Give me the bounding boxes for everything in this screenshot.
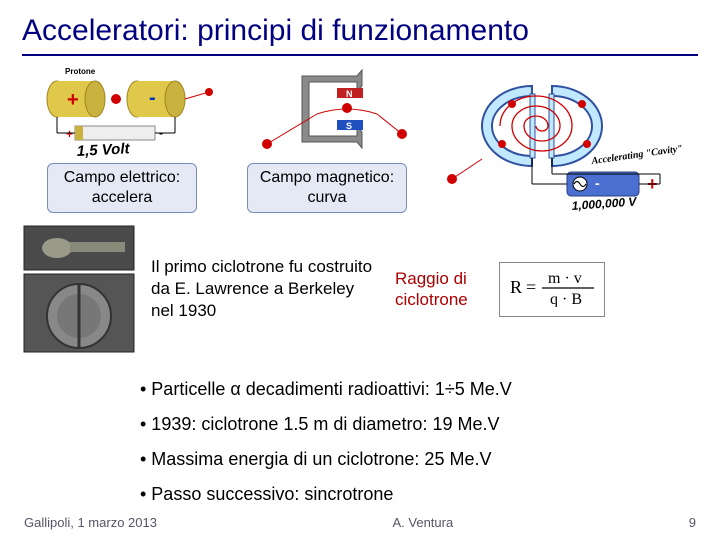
efield-diagram: Protone + - + - 1,5 Volt — [27, 64, 217, 159]
cyclotron-history-text: Il primo ciclotrone fu costruito da E. L… — [151, 256, 381, 322]
svg-text:m · v: m · v — [548, 270, 582, 287]
cyclotron-photo — [22, 224, 137, 354]
svg-text:q · B: q · B — [550, 291, 582, 307]
figure-electric-field: Protone + - + - 1,5 Volt — [22, 64, 222, 213]
raggio-label: Raggio di ciclotrone — [395, 268, 485, 311]
efield-caption: Campo elettrico: accelera — [47, 163, 197, 213]
figure-magnetic-field: N S Campo magnetico: curva — [232, 64, 422, 213]
footer-center: A. Ventura — [393, 515, 454, 530]
svg-text:+: + — [66, 127, 73, 141]
south-label: S — [346, 121, 352, 131]
cyclotron-voltage: 1,000,000 V — [571, 194, 638, 213]
cyclotron-info-row: Il primo ciclotrone fu costruito da E. L… — [0, 214, 720, 354]
slide-footer: Gallipoli, 1 marzo 2013 A. Ventura 9 — [0, 515, 720, 530]
cavity-minus: - — [595, 175, 600, 191]
minus-sign: - — [149, 87, 156, 109]
figure-cyclotron: Accelerating "Cavity" - + 1,000,000 V — [432, 64, 682, 214]
radius-formula: R = m · v q · B — [499, 262, 605, 317]
svg-text:=: = — [526, 277, 536, 297]
footer-left: Gallipoli, 1 marzo 2013 — [24, 515, 157, 530]
cyclotron-diagram: Accelerating "Cavity" - + 1,000,000 V — [432, 64, 682, 214]
cavity-label: Accelerating "Cavity" — [590, 143, 682, 167]
bullet-item: • Particelle α decadimenti radioattivi: … — [140, 372, 698, 407]
proton-label: Protone — [65, 67, 96, 76]
title-underline — [22, 54, 698, 56]
bullet-item: • Passo successivo: sincrotrone — [140, 477, 698, 512]
bullet-item: • Massima energia di un ciclotrone: 25 M… — [140, 442, 698, 477]
bfield-diagram: N S — [247, 64, 407, 159]
bullet-item: • 1939: ciclotrone 1.5 m di diametro: 19… — [140, 407, 698, 442]
svg-text:R: R — [510, 277, 522, 297]
plus-sign: + — [67, 89, 79, 111]
page-title: Acceleratori: principi di funzionamento — [0, 0, 720, 54]
footer-page-number: 9 — [689, 515, 696, 530]
bfield-caption: Campo magnetico: curva — [247, 163, 407, 213]
north-label: N — [346, 89, 353, 99]
figures-row: Protone + - + - 1,5 Volt — [0, 64, 720, 214]
voltage-label: 1,5 Volt — [76, 140, 131, 159]
bullet-list: • Particelle α decadimenti radioattivi: … — [0, 354, 720, 512]
